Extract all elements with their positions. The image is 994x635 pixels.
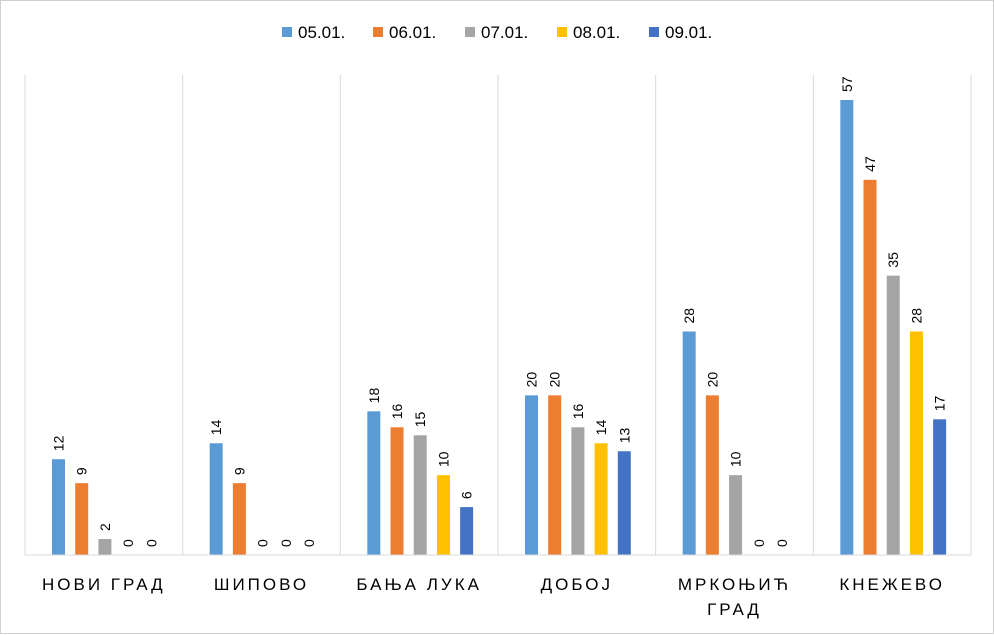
data-label: 0	[774, 539, 790, 547]
category-labels: НОВИ ГРАД ШИПОВО БАЊА ЛУКА ДОБОЈ МРКОЊИЋ ГРАД…	[42, 575, 945, 619]
data-label: 16	[389, 403, 405, 419]
data-label: 57	[839, 76, 855, 92]
category-label: КНЕЖЕВО	[839, 575, 945, 594]
data-label: 13	[616, 427, 632, 443]
data-label: 2	[97, 523, 113, 531]
legend-label-2: 06.01.	[389, 23, 436, 42]
legend-swatch-5	[649, 27, 659, 37]
data-label: 0	[751, 539, 767, 547]
data-label: 28	[681, 308, 697, 324]
data-label: 20	[704, 372, 720, 388]
bar	[367, 411, 381, 555]
bar	[617, 451, 631, 555]
data-label: 15	[412, 411, 428, 427]
data-label: 16	[570, 403, 586, 419]
data-label: 18	[366, 388, 382, 404]
bar	[98, 539, 112, 555]
category-label: ГРАД	[707, 600, 762, 619]
data-label: 0	[301, 539, 317, 547]
bar	[682, 331, 696, 555]
data-label: 12	[51, 435, 67, 451]
data-label: 47	[862, 156, 878, 172]
data-label: 0	[278, 539, 294, 547]
category-separators	[24, 75, 972, 555]
bars	[52, 100, 947, 555]
data-label: 0	[143, 539, 159, 547]
legend-swatch-3	[465, 27, 475, 37]
category-label: БАЊА ЛУКА	[356, 575, 482, 594]
legend-label-1: 05.01.	[298, 23, 345, 42]
legend-swatch-1	[282, 27, 292, 37]
data-label: 0	[255, 539, 271, 547]
data-label: 14	[208, 419, 224, 435]
bar	[594, 443, 608, 555]
category-label: ШИПОВО	[214, 575, 309, 594]
data-label: 6	[459, 491, 475, 499]
category-label: ДОБОЈ	[541, 575, 613, 594]
bar	[705, 395, 719, 555]
data-label: 28	[908, 308, 924, 324]
legend-swatch-4	[557, 27, 567, 37]
bar	[413, 435, 427, 555]
data-label: 9	[231, 467, 247, 475]
bar	[729, 475, 743, 555]
data-label: 20	[547, 372, 563, 388]
bar	[933, 419, 947, 555]
legend-swatch-2	[373, 27, 383, 37]
data-label: 9	[74, 467, 90, 475]
legend-label-3: 07.01.	[481, 23, 528, 42]
data-label: 35	[885, 252, 901, 268]
data-label: 20	[524, 372, 540, 388]
bar	[436, 475, 450, 555]
bar	[460, 507, 474, 555]
legend: 05.01. 06.01. 07.01. 08.01. 09.01.	[282, 23, 712, 42]
legend-label-5: 09.01.	[665, 23, 712, 42]
bar	[52, 459, 65, 555]
category-label: МРКОЊИЋ	[678, 575, 791, 594]
data-label: 10	[435, 451, 451, 467]
bar	[886, 275, 900, 555]
bar	[909, 331, 923, 555]
data-label: 10	[728, 451, 744, 467]
data-label: 17	[932, 396, 948, 412]
bar	[390, 427, 404, 555]
bar	[75, 483, 89, 555]
data-label: 0	[120, 539, 136, 547]
bar	[548, 395, 562, 555]
legend-label-4: 08.01.	[573, 23, 620, 42]
bar	[232, 483, 246, 555]
bar	[863, 179, 877, 555]
bar	[840, 100, 854, 555]
bar	[571, 427, 585, 555]
data-label: 14	[593, 419, 609, 435]
bar	[525, 395, 538, 555]
category-label: НОВИ ГРАД	[42, 575, 166, 594]
bar	[209, 443, 223, 555]
